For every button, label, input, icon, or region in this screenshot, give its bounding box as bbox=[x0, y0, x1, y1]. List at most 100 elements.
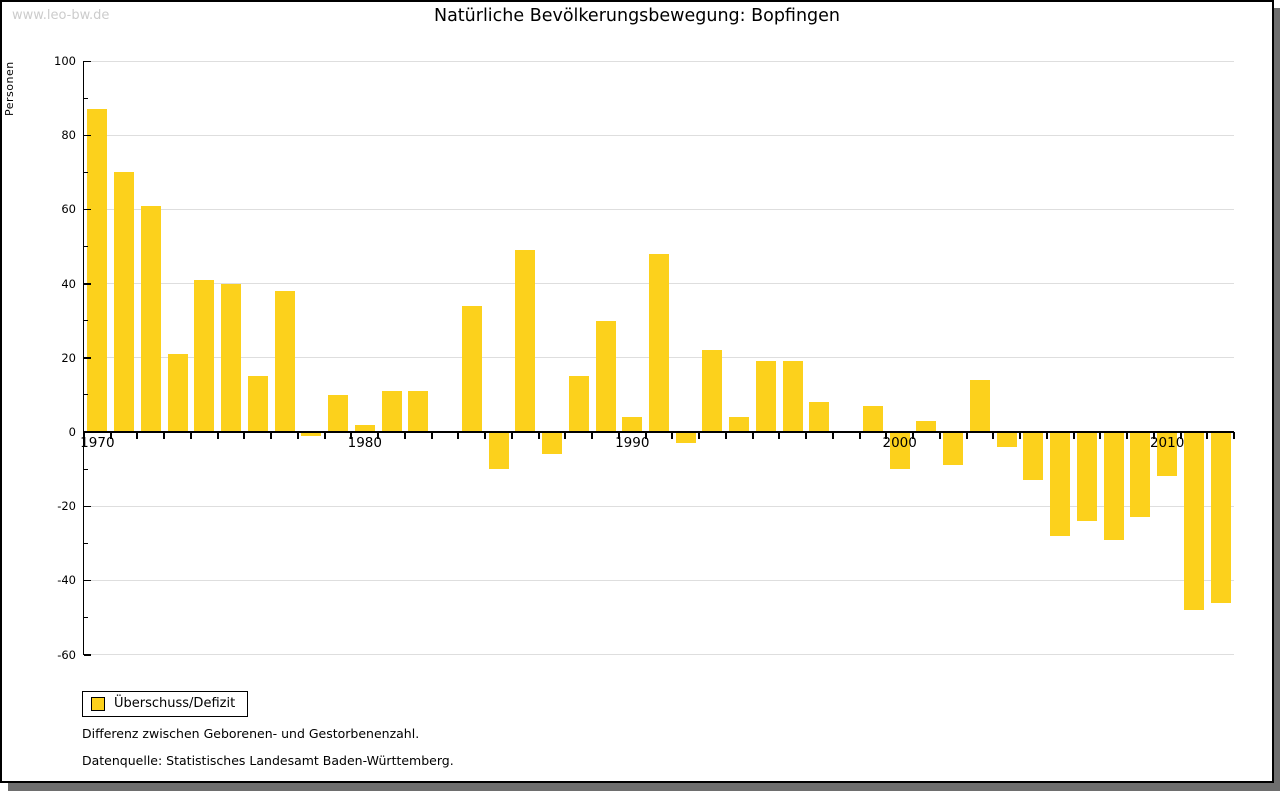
x-tick-label-1990: 1990 bbox=[615, 434, 650, 451]
bar-1976 bbox=[247, 376, 268, 432]
y-major-tick--20 bbox=[84, 505, 91, 508]
x-tick-36 bbox=[1045, 431, 1048, 439]
y-tick-label-80: 80 bbox=[61, 128, 76, 143]
bar-1996 bbox=[782, 361, 803, 432]
bar-1990 bbox=[622, 417, 643, 432]
y-tick-label-20: 20 bbox=[61, 350, 76, 365]
x-tick-label-1980: 1980 bbox=[347, 434, 382, 451]
y-minor-tick--10 bbox=[84, 468, 88, 470]
bar-1980 bbox=[354, 424, 375, 432]
gridline--20 bbox=[84, 505, 1234, 507]
x-tick-21 bbox=[644, 431, 647, 439]
x-tick-14 bbox=[457, 431, 460, 439]
y-major-tick-80 bbox=[84, 134, 91, 137]
y-tick-label-0: 0 bbox=[68, 424, 76, 439]
x-tick-16 bbox=[510, 431, 513, 439]
y-major-tick--40 bbox=[84, 579, 91, 582]
bar-2000 bbox=[889, 431, 910, 470]
legend-swatch-icon bbox=[91, 696, 105, 711]
bar-1985 bbox=[488, 431, 509, 470]
bar-2005 bbox=[1023, 431, 1044, 481]
bar-2012 bbox=[1210, 431, 1231, 603]
x-tick-23 bbox=[698, 431, 701, 439]
y-axis-line bbox=[82, 61, 84, 655]
bar-1975 bbox=[221, 283, 242, 432]
x-tick-1 bbox=[109, 431, 112, 439]
x-tick-20 bbox=[617, 431, 620, 439]
x-tick-18 bbox=[564, 431, 567, 439]
bar-1994 bbox=[729, 417, 750, 432]
y-tick-label--40: -40 bbox=[57, 573, 76, 588]
x-tick-34 bbox=[992, 431, 995, 439]
bar-1992 bbox=[675, 431, 696, 444]
bar-1987 bbox=[542, 431, 563, 455]
x-tick-28 bbox=[831, 431, 834, 439]
bar-2002 bbox=[943, 431, 964, 466]
gridline-60 bbox=[84, 208, 1234, 210]
bar-2008 bbox=[1103, 431, 1124, 540]
x-tick-3 bbox=[163, 431, 166, 439]
bar-2006 bbox=[1050, 431, 1071, 536]
x-tick-11 bbox=[377, 431, 380, 439]
y-major-tick-100 bbox=[84, 60, 91, 62]
x-tick-33 bbox=[965, 431, 968, 439]
x-tick-22 bbox=[671, 431, 674, 439]
watermark: www.leo-bw.de bbox=[12, 8, 110, 23]
y-major-tick-60 bbox=[84, 208, 91, 211]
y-minor-tick-90 bbox=[84, 97, 88, 99]
x-tick-label-2010: 2010 bbox=[1149, 434, 1185, 451]
x-tick-40 bbox=[1152, 431, 1155, 439]
footnote-source: Datenquelle: Statistisches Landesamt Bad… bbox=[82, 753, 454, 768]
bar-1991 bbox=[649, 253, 669, 432]
bar-2011 bbox=[1183, 431, 1204, 610]
window-shadow-bottom bbox=[8, 783, 1280, 791]
x-tick-2 bbox=[136, 431, 139, 439]
x-tick-17 bbox=[537, 431, 540, 439]
chart-title: Natürliche Bevölkerungsbewegung: Bopfing… bbox=[433, 6, 841, 26]
footnote-definition: Differenz zwischen Geborenen- und Gestor… bbox=[82, 726, 420, 741]
bar-1977 bbox=[274, 290, 295, 432]
x-tick-4 bbox=[189, 431, 192, 439]
bar-1988 bbox=[568, 376, 589, 432]
legend-box: Überschuss/Defizit bbox=[82, 691, 249, 717]
bar-1999 bbox=[862, 405, 883, 432]
window-shadow-right bbox=[1274, 8, 1280, 791]
gridline-80 bbox=[84, 134, 1234, 136]
x-tick-26 bbox=[778, 431, 781, 439]
bar-1972 bbox=[140, 205, 161, 432]
x-tick-30 bbox=[885, 431, 888, 439]
y-tick-label-60: 60 bbox=[61, 202, 76, 217]
x-tick-25 bbox=[751, 431, 754, 439]
x-tick-8 bbox=[296, 431, 299, 439]
x-axis-line bbox=[82, 430, 1234, 433]
x-tick-5 bbox=[216, 431, 219, 439]
x-tick-38 bbox=[1099, 431, 1102, 439]
bar-1982 bbox=[408, 391, 429, 432]
bar-1970 bbox=[87, 109, 108, 432]
gridline-100 bbox=[84, 60, 1234, 62]
x-tick-31 bbox=[912, 431, 915, 439]
bar-1995 bbox=[755, 361, 776, 432]
bar-2001 bbox=[916, 420, 937, 432]
x-tick-24 bbox=[724, 431, 727, 439]
x-tick-12 bbox=[403, 431, 406, 439]
bar-1979 bbox=[328, 394, 349, 432]
x-tick-10 bbox=[350, 431, 353, 439]
x-tick-7 bbox=[270, 431, 273, 439]
x-tick-6 bbox=[243, 431, 246, 439]
bar-1997 bbox=[809, 402, 830, 432]
gridline--40 bbox=[84, 579, 1234, 581]
x-tick-27 bbox=[805, 431, 808, 439]
x-tick-label-2000: 2000 bbox=[882, 434, 917, 451]
bar-1981 bbox=[381, 391, 402, 432]
bar-2009 bbox=[1130, 431, 1151, 518]
y-tick-label-40: 40 bbox=[61, 276, 76, 291]
bar-2003 bbox=[969, 380, 990, 432]
bar-2004 bbox=[996, 431, 1017, 447]
x-tick-13 bbox=[430, 431, 433, 439]
x-tick-29 bbox=[858, 431, 861, 439]
y-tick-label--60: -60 bbox=[57, 647, 76, 662]
x-tick-39 bbox=[1126, 431, 1129, 439]
bar-1971 bbox=[114, 172, 135, 432]
